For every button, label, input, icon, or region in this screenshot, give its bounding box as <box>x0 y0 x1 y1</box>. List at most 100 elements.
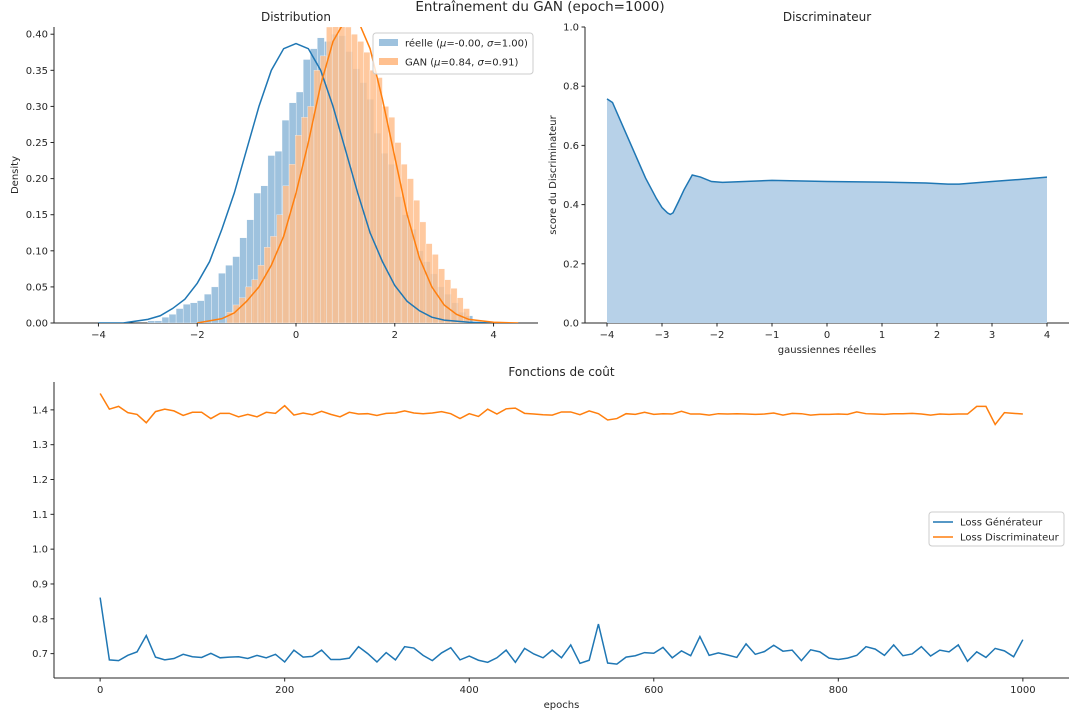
histogram-bar <box>232 304 240 323</box>
histogram-bar <box>413 200 420 323</box>
y-tick-label: 0.15 <box>26 210 48 221</box>
y-tick-label: 1.3 <box>32 440 48 451</box>
y-tick-label: 0.8 <box>32 614 48 625</box>
histogram-bar <box>147 320 156 323</box>
kde-line-reelle <box>98 42 494 323</box>
y-tick-label: 0.30 <box>26 102 48 113</box>
y-tick-label: 0.20 <box>26 174 48 185</box>
histogram-bar <box>197 300 205 323</box>
histogram-gan <box>226 27 470 323</box>
figure-suptitle: Entraînement du GAN (epoch=1000) <box>415 0 664 15</box>
x-tick-label: −1 <box>765 330 780 341</box>
y-tick-label: 0.35 <box>26 66 48 77</box>
x-tick-label: 600 <box>644 685 663 696</box>
legend-swatch <box>379 39 398 46</box>
legend: réelle (μ=-0.00, σ=1.00) GAN (μ=0.84, σ=0… <box>372 32 534 75</box>
histogram-bar <box>463 308 470 323</box>
x-tick-label: 1000 <box>1010 685 1035 696</box>
y-tick-label: 1.0 <box>563 23 579 34</box>
x-tick-label: 400 <box>460 685 479 696</box>
histogram-bar <box>450 288 458 323</box>
loss-generateur-line <box>99 597 1024 665</box>
y-tick-label: 0.25 <box>26 138 48 149</box>
y-tick-label: 0.0 <box>563 319 579 330</box>
histogram-bar <box>438 268 445 323</box>
histogram-bar <box>251 279 259 323</box>
loss-discriminateur-line <box>99 393 1023 426</box>
histogram-bar <box>245 286 252 323</box>
histogram-bar <box>175 308 184 323</box>
kde-line-gan <box>197 27 519 323</box>
y-tick-label: 1.1 <box>32 510 48 521</box>
y-tick-label: 1.2 <box>32 475 48 486</box>
plot-area <box>606 98 1048 324</box>
histogram-bar <box>190 302 198 323</box>
x-tick-label: −4 <box>91 330 106 341</box>
histogram-bar <box>425 243 433 323</box>
histogram-bar <box>388 117 396 323</box>
x-tick-label: 200 <box>275 685 294 696</box>
legend-label: réelle (μ=-0.00, σ=1.00) <box>405 38 528 50</box>
histogram-bar <box>168 314 177 323</box>
x-tick-label: 2 <box>934 330 940 341</box>
histogram-bar <box>204 293 212 323</box>
x-tick-label: 0 <box>824 330 830 341</box>
y-axis-label: Density <box>10 156 21 194</box>
histogram-bar <box>444 279 452 323</box>
axes-couts: 0 200 400 600 800 1000 0.7 0.8 0.9 1.0 1.1 1.2 1.3 1.… <box>32 365 1069 711</box>
histogram-bar <box>270 236 277 323</box>
legend-box <box>928 511 1065 547</box>
x-tick-label: 1 <box>879 330 885 341</box>
x-tick-label: 3 <box>989 330 995 341</box>
y-tick-label: 0.7 <box>32 649 48 660</box>
histogram-bar <box>161 317 170 323</box>
histogram-bar <box>154 320 163 323</box>
histogram-bar <box>264 247 271 323</box>
axes-title: Fonctions de coût <box>508 365 614 379</box>
x-tick-label: 4 <box>1044 330 1050 341</box>
legend-swatch <box>379 58 398 65</box>
histogram-bar <box>288 163 296 323</box>
x-tick-label: 0 <box>97 685 103 696</box>
y-tick-label: 0.05 <box>26 282 48 293</box>
histogram-bar <box>239 297 246 323</box>
histogram-bar <box>326 27 333 323</box>
histogram-bar <box>332 27 340 323</box>
y-tick-label: 0.40 <box>26 30 48 41</box>
histogram-bar <box>295 135 302 323</box>
histogram-bar <box>211 286 219 323</box>
y-tick-label: 0.4 <box>563 200 579 211</box>
y-tick-label: 0.10 <box>26 246 48 257</box>
histogram-bar <box>376 77 383 323</box>
histogram-bar <box>320 55 327 323</box>
x-axis-label: epochs <box>544 700 580 711</box>
x-axis-label: gaussiennes réelles <box>778 344 877 356</box>
histogram-bar <box>276 214 284 323</box>
legend-label: Loss Générateur <box>960 517 1043 529</box>
score-line <box>606 98 1048 216</box>
x-tick-label: 4 <box>490 330 496 341</box>
histogram-bar <box>369 70 377 323</box>
x-tick-label: 800 <box>829 685 848 696</box>
histogram-bar <box>456 297 464 323</box>
histogram-bar <box>351 34 358 323</box>
histogram-bar <box>218 273 226 323</box>
legend-label: Loss Discriminateur <box>960 533 1060 544</box>
legend: Loss Générateur Loss Discriminateur <box>928 511 1065 547</box>
histogram-bar <box>363 52 371 323</box>
y-tick-label: 1.0 <box>32 545 48 556</box>
histogram-bar <box>257 265 265 323</box>
axes-title: Distribution <box>261 10 331 24</box>
axes-discriminateur: −4 −3 −2 −1 0 1 2 3 4 0.0 0.2 0.4 0.6 0.8 1.0 Discrimin… <box>548 10 1069 356</box>
histogram-bar <box>338 27 346 323</box>
axes-distribution: −4 −2 0 2 4 0.00 0.05 0.10 0.15 0.20 0.25 0.30 0.35 0… <box>10 10 538 341</box>
histogram-bar <box>357 41 364 323</box>
legend-box <box>372 32 534 75</box>
x-tick-label: −3 <box>655 330 670 341</box>
score-area-fill <box>607 98 1047 324</box>
y-tick-label: 0.6 <box>563 141 579 152</box>
histogram-bar <box>344 27 352 323</box>
histogram-bar <box>382 106 389 323</box>
plot-area <box>99 393 1024 665</box>
